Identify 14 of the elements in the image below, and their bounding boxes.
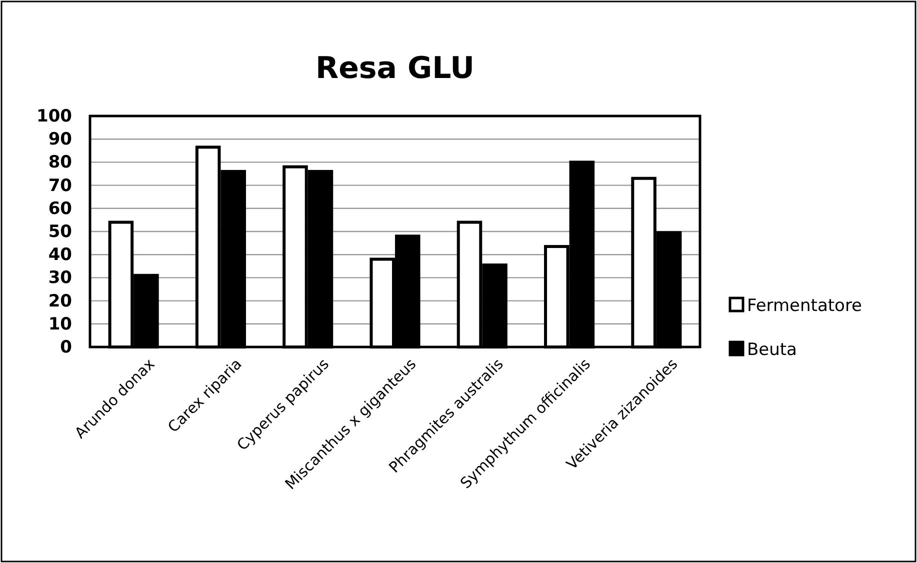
- y-tick-label: 90: [48, 130, 72, 150]
- y-tick-label: 100: [36, 106, 72, 126]
- y-tick-label: 10: [48, 314, 72, 334]
- y-tick-label: 70: [48, 176, 72, 196]
- y-tick-label: 50: [48, 222, 72, 242]
- y-tick-label: 0: [60, 337, 72, 358]
- legend-label: Beuta: [747, 340, 797, 360]
- y-tick-label: 40: [48, 245, 72, 266]
- chart-title: Resa GLU: [315, 51, 475, 86]
- y-tick-label: 20: [48, 291, 72, 312]
- legend-label: Fermentatore: [747, 296, 862, 316]
- y-tick-label: 60: [48, 198, 72, 219]
- y-tick-label: 30: [48, 268, 72, 288]
- y-tick-label: 80: [48, 152, 72, 173]
